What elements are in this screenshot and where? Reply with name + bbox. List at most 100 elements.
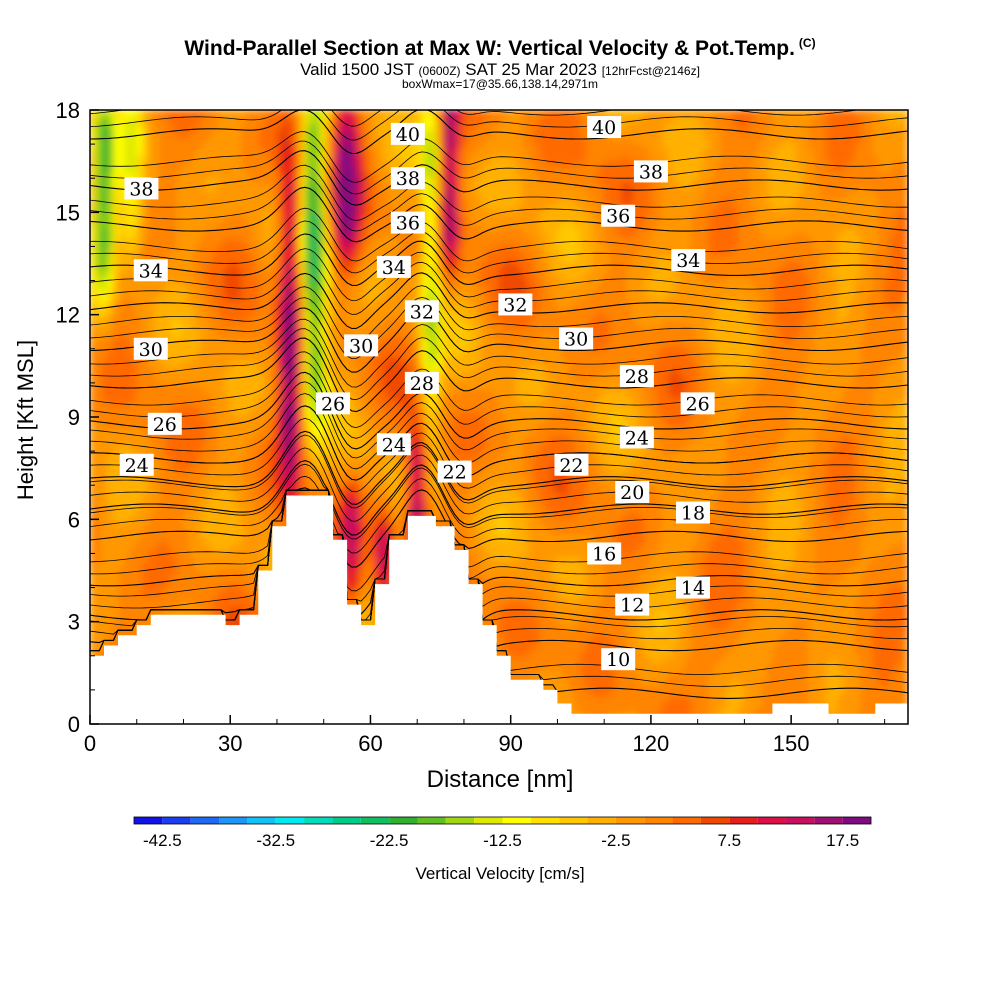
velocity-cell bbox=[644, 706, 652, 714]
velocity-cell bbox=[545, 544, 553, 552]
velocity-cell bbox=[551, 645, 558, 652]
velocity-cell bbox=[743, 662, 751, 669]
velocity-cell bbox=[773, 628, 780, 636]
velocity-cell bbox=[860, 544, 868, 552]
velocity-cell bbox=[662, 572, 669, 580]
velocity-cell bbox=[591, 533, 599, 541]
velocity-cell bbox=[591, 695, 599, 703]
velocity-cell bbox=[708, 628, 716, 636]
velocity-cell bbox=[107, 522, 114, 530]
velocity-cell bbox=[124, 567, 132, 574]
velocity-cell bbox=[597, 667, 605, 675]
velocity-cell bbox=[632, 583, 640, 591]
velocity-cell bbox=[568, 589, 576, 597]
velocity-cell bbox=[656, 595, 664, 602]
velocity-cell bbox=[533, 662, 541, 669]
velocity-cell bbox=[895, 650, 903, 658]
velocity-cell bbox=[884, 533, 891, 541]
velocity-cell bbox=[726, 678, 734, 686]
velocity-cell bbox=[369, 600, 377, 608]
velocity-cell bbox=[644, 667, 652, 675]
velocity-cell bbox=[790, 572, 798, 580]
velocity-cell bbox=[504, 583, 512, 591]
velocity-cell bbox=[808, 656, 816, 664]
velocity-cell bbox=[568, 645, 576, 652]
velocity-cell bbox=[708, 706, 716, 714]
velocity-cell bbox=[743, 706, 751, 714]
velocity-cell bbox=[621, 528, 629, 535]
velocity-cell bbox=[107, 595, 114, 602]
velocity-cell bbox=[591, 528, 599, 535]
velocity-cell bbox=[486, 522, 494, 530]
velocity-cell bbox=[229, 533, 237, 541]
velocity-cell bbox=[223, 583, 231, 591]
velocity-cell bbox=[738, 628, 745, 636]
velocity-cell bbox=[218, 539, 225, 546]
velocity-cell bbox=[177, 600, 184, 608]
velocity-cell bbox=[638, 634, 646, 641]
velocity-cell bbox=[609, 706, 617, 714]
velocity-cell bbox=[621, 690, 629, 697]
velocity-cell bbox=[889, 572, 897, 580]
velocity-cell bbox=[778, 583, 786, 591]
velocity-cell bbox=[95, 617, 103, 625]
velocity-cell bbox=[381, 556, 389, 563]
velocity-cell bbox=[708, 611, 716, 619]
velocity-cell bbox=[621, 639, 629, 647]
velocity-cell bbox=[714, 684, 722, 692]
velocity-cell bbox=[773, 617, 780, 625]
velocity-cell bbox=[586, 678, 593, 686]
chart-title-text: Wind-Parallel Section at Max W: Vertical… bbox=[184, 37, 795, 60]
velocity-cell bbox=[107, 623, 114, 630]
velocity-cell bbox=[878, 550, 886, 558]
velocity-cell bbox=[223, 556, 231, 563]
velocity-cell bbox=[358, 522, 366, 530]
velocity-cell bbox=[755, 656, 763, 664]
velocity-cell bbox=[749, 556, 757, 563]
velocity-cell bbox=[808, 673, 816, 680]
velocity-cell bbox=[708, 656, 716, 664]
velocity-cell bbox=[580, 539, 588, 546]
velocity-cell bbox=[638, 567, 646, 574]
velocity-cell bbox=[814, 623, 821, 630]
velocity-cell bbox=[726, 528, 734, 535]
velocity-cell bbox=[206, 550, 214, 558]
velocity-cell bbox=[650, 567, 658, 574]
velocity-cell bbox=[714, 650, 722, 658]
velocity-cell bbox=[825, 623, 833, 630]
velocity-cell bbox=[107, 539, 114, 546]
velocity-cell bbox=[802, 561, 810, 569]
velocity-cell bbox=[743, 539, 751, 546]
velocity-cell bbox=[878, 561, 886, 569]
velocity-cell bbox=[539, 673, 547, 680]
velocity-cell bbox=[580, 567, 588, 574]
velocity-cell bbox=[697, 706, 704, 714]
velocity-cell bbox=[831, 690, 839, 697]
velocity-cell bbox=[843, 701, 851, 708]
velocity-cell bbox=[609, 684, 617, 692]
velocity-cell bbox=[878, 650, 886, 658]
velocity-cell bbox=[118, 628, 126, 636]
velocity-cell bbox=[223, 611, 231, 619]
velocity-cell bbox=[843, 561, 851, 569]
velocity-cell bbox=[469, 567, 477, 574]
velocity-cell bbox=[878, 690, 886, 697]
velocity-cell bbox=[749, 656, 757, 664]
velocity-cell bbox=[843, 645, 851, 652]
velocity-cell bbox=[743, 628, 751, 636]
velocity-cell bbox=[358, 606, 366, 613]
velocity-cell bbox=[247, 522, 255, 530]
velocity-cell bbox=[551, 656, 558, 664]
velocity-cell bbox=[691, 684, 699, 692]
velocity-cell bbox=[504, 628, 512, 636]
velocity-cell bbox=[814, 684, 821, 692]
velocity-cell bbox=[632, 706, 640, 714]
velocity-cell bbox=[177, 572, 184, 580]
velocity-cell bbox=[796, 600, 804, 608]
velocity-cell bbox=[825, 634, 833, 641]
velocity-cell bbox=[831, 701, 839, 708]
velocity-cell bbox=[556, 662, 564, 669]
velocity-cell bbox=[90, 617, 97, 625]
velocity-cell bbox=[375, 539, 383, 546]
velocity-cell bbox=[656, 572, 664, 580]
